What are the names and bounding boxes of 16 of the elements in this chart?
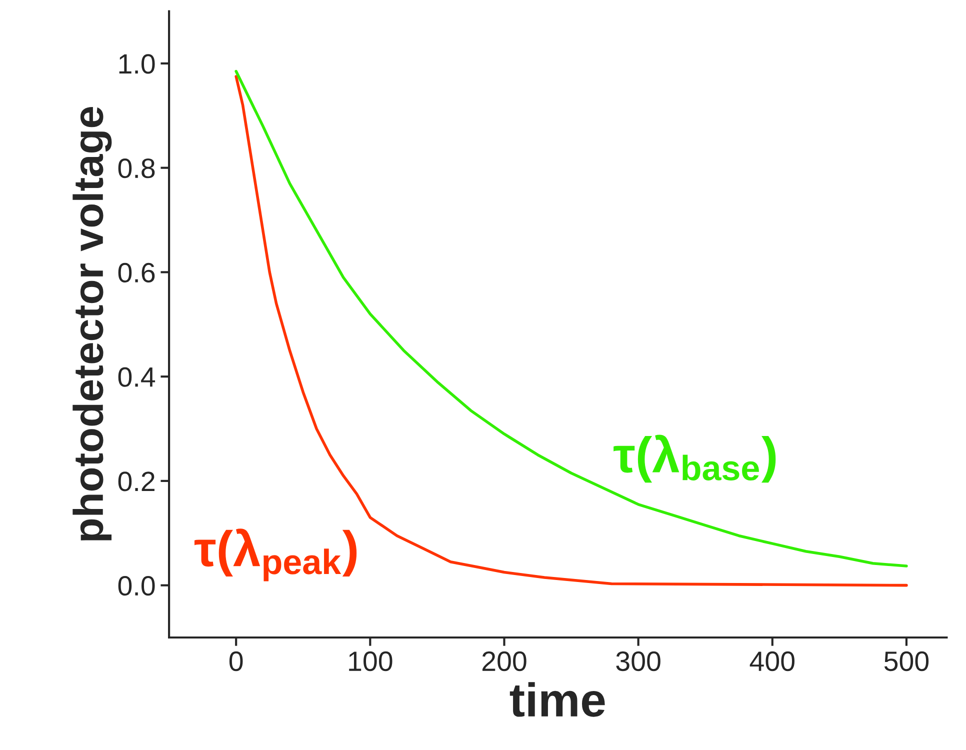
y-tick-label: 1.0 bbox=[119, 54, 155, 74]
y-tick-label: 0.4 bbox=[118, 367, 156, 387]
x-tick-label: 300 bbox=[616, 651, 660, 672]
x-tick-label: 500 bbox=[884, 651, 929, 672]
x-tick-label: 200 bbox=[482, 651, 526, 672]
y-tick-label: 0.8 bbox=[118, 158, 155, 178]
x-tick-label: 0 bbox=[229, 651, 243, 672]
y-tick-label: 0.2 bbox=[118, 472, 154, 492]
y-tick-label: 0.6 bbox=[118, 262, 155, 283]
y-tick-label: 0.0 bbox=[118, 576, 155, 596]
x-axis-title: time bbox=[510, 682, 605, 717]
x-tick-label: 100 bbox=[349, 651, 392, 672]
series-label: τ(λ$_{peak}$) bbox=[194, 528, 357, 582]
series-label: τ(λ$_{base}$) bbox=[614, 434, 776, 483]
y-axis-title: photodetector voltage bbox=[72, 107, 112, 540]
x-tick-label: 400 bbox=[750, 651, 794, 672]
